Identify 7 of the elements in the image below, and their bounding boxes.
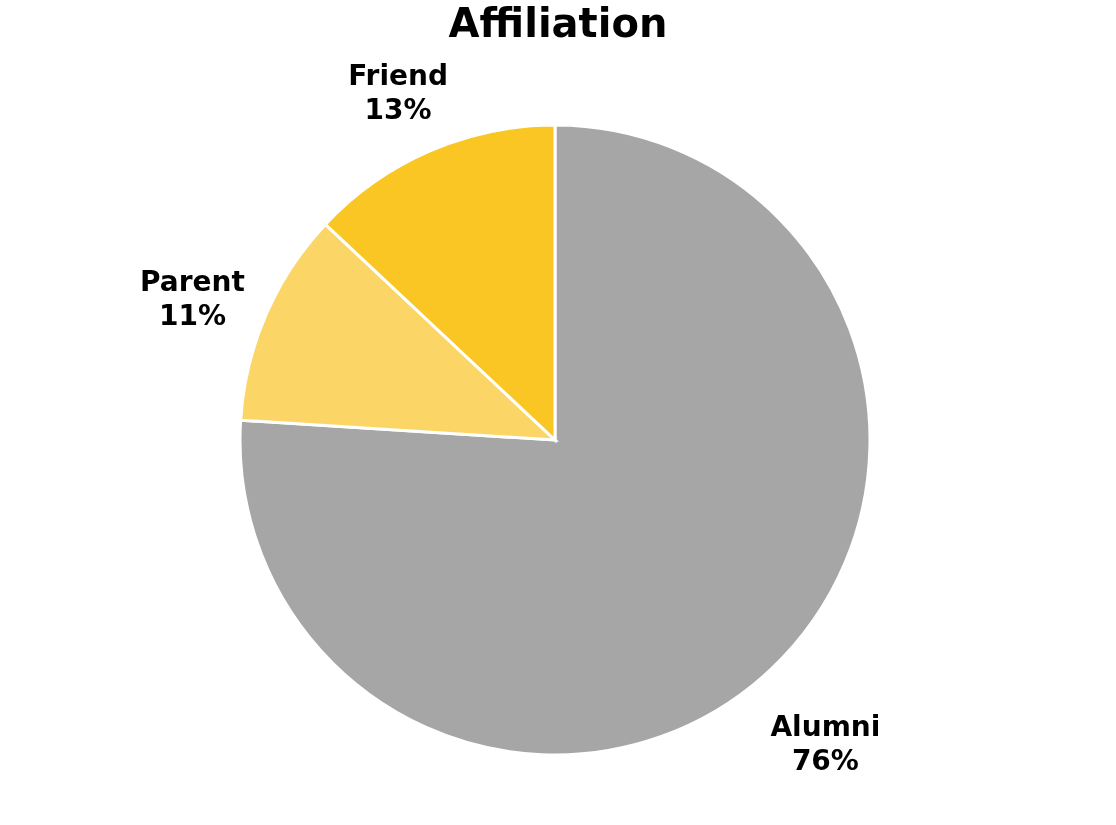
slice-label: Alumni — [770, 709, 881, 743]
data-label: 13% — [364, 93, 432, 127]
chart-title: Affiliation — [448, 0, 668, 46]
slice-label: Parent — [140, 265, 245, 299]
data-label: 76% — [791, 743, 859, 777]
data-label: 11% — [158, 299, 226, 333]
slice-label: Friend — [348, 59, 448, 93]
